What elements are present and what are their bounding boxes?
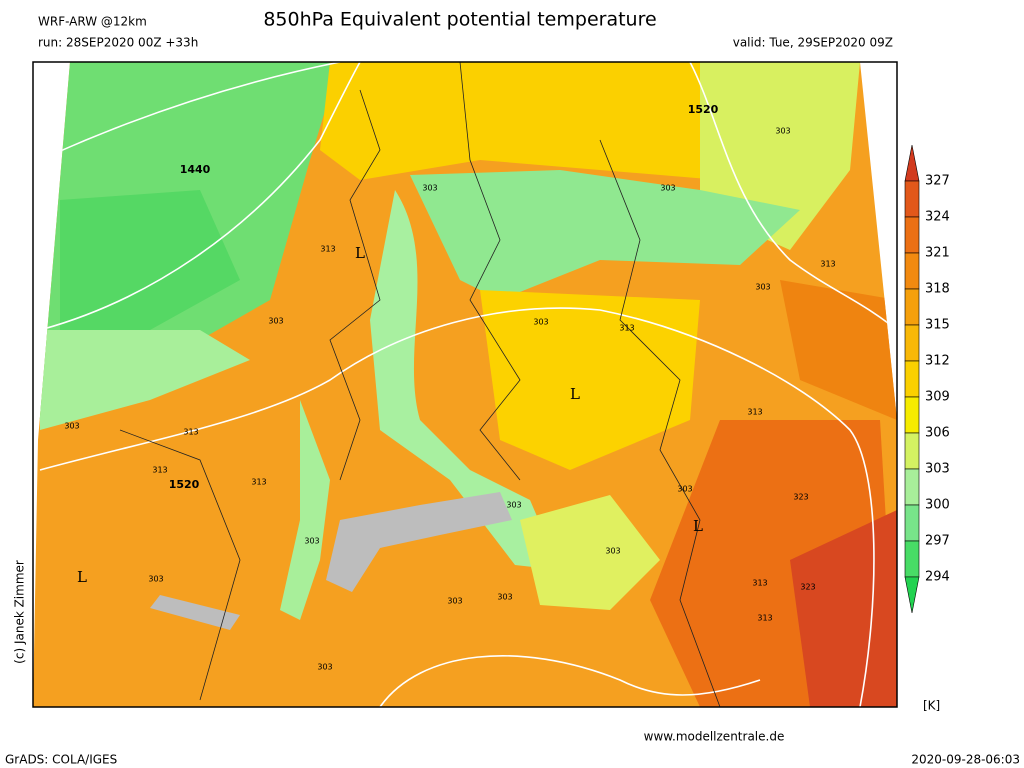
mountain-mask — [150, 595, 240, 630]
mountain-mask — [326, 492, 512, 592]
colorbar-label: 312 — [925, 354, 950, 369]
contour-label: 303 — [775, 127, 790, 136]
website: www.modellzentrale.de — [644, 730, 785, 744]
colorbar-label: 309 — [925, 390, 950, 405]
contour-label: 313 — [820, 260, 835, 269]
contour-label: 303 — [64, 422, 79, 431]
contour-label: 313 — [152, 466, 167, 475]
model-label: WRF-ARW @12km — [38, 15, 147, 29]
colorbar-segment — [904, 432, 920, 470]
colorbar-segment — [904, 180, 920, 218]
colorbar-label: 324 — [925, 210, 950, 225]
lightgreen-region — [40, 330, 250, 430]
geopotential-label: 1440 — [180, 163, 211, 176]
contour-label: 303 — [304, 537, 319, 546]
contour-label: 313 — [320, 245, 335, 254]
contour-label: 303 — [268, 317, 283, 326]
low-pressure-label: L — [693, 517, 703, 535]
low-pressure-label: L — [77, 568, 87, 586]
contours — [39, 62, 897, 707]
contour-label: 313 — [752, 579, 767, 588]
contour-label: 323 — [793, 493, 808, 502]
contour-label: 313 — [251, 478, 266, 487]
contour-label: 313 — [757, 614, 772, 623]
colorbar-segment — [904, 288, 920, 326]
yellow-region — [320, 62, 720, 180]
contour-label: 303 — [660, 184, 675, 193]
red-region — [790, 510, 897, 707]
contour-label: 303 — [317, 663, 332, 672]
contour-label: 303 — [422, 184, 437, 193]
author-credit: (c) Janek Zimmer — [13, 560, 27, 664]
colorbar-label: 318 — [925, 282, 950, 297]
colorbar-segment — [904, 576, 920, 614]
colorbar-segment — [904, 468, 920, 506]
yellow-region — [480, 290, 700, 470]
colorbar-segment — [904, 360, 920, 398]
colorbar-label: 321 — [925, 246, 950, 261]
contour-label: 303 — [677, 485, 692, 494]
contour-label: 313 — [619, 324, 634, 333]
colorbar-segment — [904, 324, 920, 362]
contour-label: 313 — [183, 428, 198, 437]
contour-label: 303 — [506, 501, 521, 510]
orange-region — [780, 280, 897, 420]
contour-label: 323 — [800, 583, 815, 592]
timestamp: 2020-09-28-06:03 — [911, 753, 1020, 767]
contour-label: 303 — [605, 547, 620, 556]
geopotential-label: 1520 — [169, 478, 200, 491]
contour-label: 303 — [447, 597, 462, 606]
colorbar-label: 294 — [925, 570, 950, 585]
colorbar-label: 327 — [925, 174, 950, 189]
contour-label: 303 — [497, 593, 512, 602]
colorbar-label: 315 — [925, 318, 950, 333]
geopotential-label: 1520 — [688, 103, 719, 116]
map-title: 850hPa Equivalent potential temperature — [263, 9, 656, 31]
borders — [119, 62, 721, 707]
colorbar-label: 300 — [925, 498, 950, 513]
colorbar-segment — [904, 216, 920, 254]
map — [33, 62, 897, 707]
colorbar-segment — [904, 504, 920, 542]
colorbar-segment — [904, 540, 920, 578]
colorbar-segment — [904, 396, 920, 434]
contour-label: 303 — [533, 318, 548, 327]
software-credit: GrADS: COLA/IGES — [5, 753, 117, 767]
low-pressure-label: L — [355, 244, 365, 262]
colorbar-segment — [904, 252, 920, 290]
green-band — [410, 170, 800, 300]
map-frame — [32, 61, 898, 708]
low-pressure-label: L — [570, 385, 580, 403]
valid-label: valid: Tue, 29SEP2020 09Z — [733, 36, 893, 50]
contour-label: 303 — [755, 283, 770, 292]
lightgreen-region — [280, 400, 330, 620]
green-region — [60, 190, 240, 330]
contour-label: 313 — [747, 408, 762, 417]
colorbar-label: 297 — [925, 534, 950, 549]
colorbar-label: 306 — [925, 426, 950, 441]
yellowgreen-region — [520, 495, 660, 610]
contour-label: 303 — [148, 575, 163, 584]
run-label: run: 28SEP2020 00Z +33h — [38, 36, 198, 50]
unit-label: [K] — [923, 699, 940, 713]
colorbar-label: 303 — [925, 462, 950, 477]
